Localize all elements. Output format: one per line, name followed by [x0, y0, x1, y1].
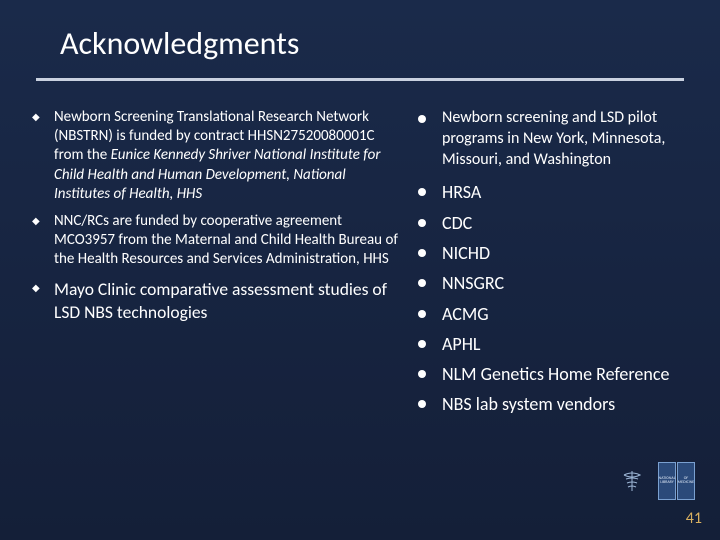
list-item: HRSA	[412, 180, 696, 204]
list-item-text: CDC	[442, 212, 472, 234]
list-item-text: Newborn Screening Translational Research…	[54, 108, 380, 203]
list-item: Mayo Clinic comparative assessment studi…	[30, 278, 398, 325]
right-list: Newborn screening and LSD pilot programs…	[412, 108, 696, 417]
left-column: Newborn Screening Translational Research…	[30, 108, 408, 500]
nlm-logo-icon: NATIONALLIBRARY OFMEDICINE	[658, 462, 696, 500]
list-item: NNC/RCs are funded by cooperative agreem…	[30, 212, 398, 270]
list-item-text: APHL	[442, 333, 481, 355]
list-item-text: HRSA	[442, 181, 481, 203]
caduceus-icon	[612, 469, 652, 493]
content-columns: Newborn Screening Translational Research…	[30, 108, 696, 500]
title-underline	[36, 78, 684, 81]
slide: Acknowledgments Newborn Screening Transl…	[0, 0, 720, 540]
list-item: Newborn Screening Translational Research…	[30, 108, 398, 204]
list-item-text: NNC/RCs are funded by cooperative agreem…	[54, 212, 398, 268]
list-item-text: NICHD	[442, 242, 490, 264]
list-item: CDC	[412, 211, 696, 235]
list-item: NICHD	[412, 241, 696, 265]
list-item: ACMG	[412, 302, 696, 326]
right-column: Newborn screening and LSD pilot programs…	[408, 108, 696, 500]
list-item: Newborn screening and LSD pilot programs…	[412, 108, 696, 170]
list-item: NLM Genetics Home Reference	[412, 362, 696, 386]
list-item-text: Mayo Clinic comparative assessment studi…	[54, 278, 387, 324]
list-item: APHL	[412, 332, 696, 356]
list-item-text: Newborn screening and LSD pilot programs…	[442, 108, 665, 169]
list-item-text: NBS lab system vendors	[442, 393, 615, 415]
list-item: NNSGRC	[412, 271, 696, 295]
list-item-text: NLM Genetics Home Reference	[442, 363, 669, 385]
slide-title: Acknowledgments	[60, 24, 299, 63]
logo-block: NATIONALLIBRARY OFMEDICINE	[612, 462, 696, 500]
list-item-text: NNSGRC	[442, 272, 504, 294]
page-number: 41	[686, 509, 702, 528]
list-item: NBS lab system vendors	[412, 392, 696, 416]
left-list: Newborn Screening Translational Research…	[30, 108, 398, 325]
list-item-text: ACMG	[442, 303, 489, 325]
